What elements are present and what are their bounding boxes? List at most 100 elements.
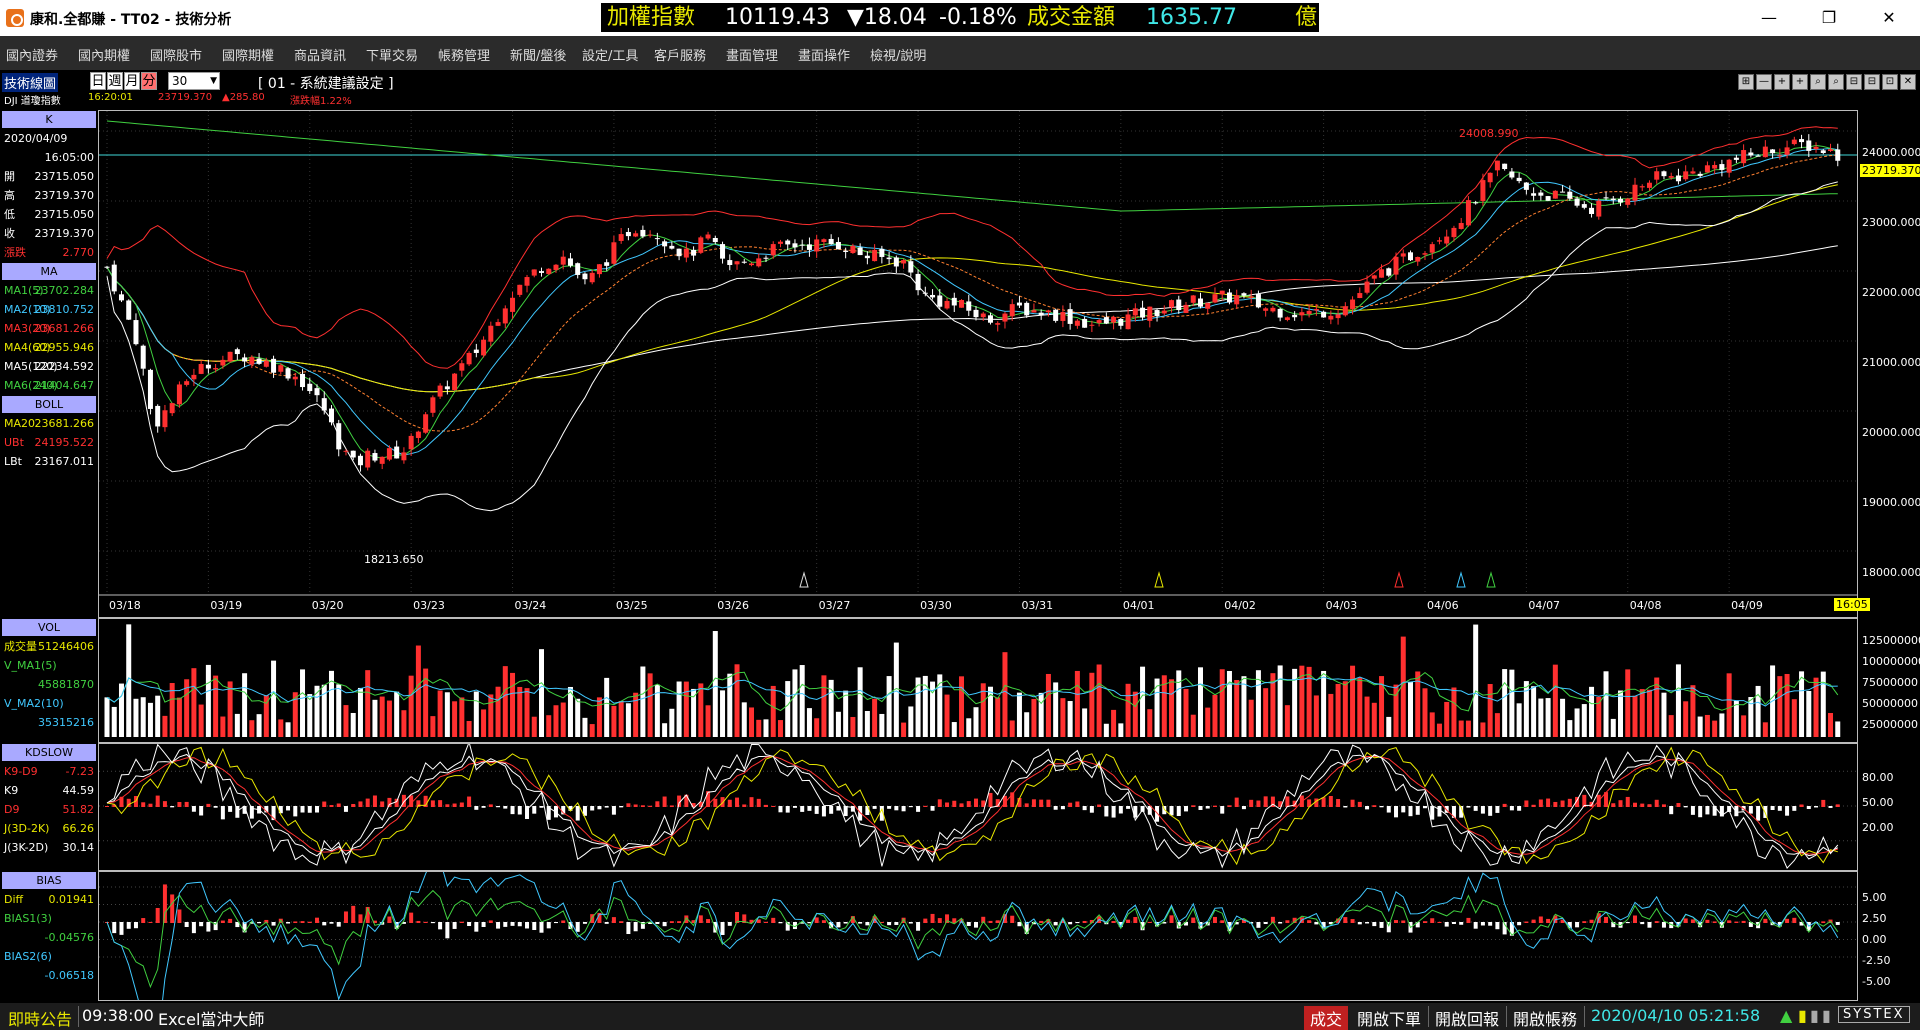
menu-product-info[interactable]: 商品資訊 — [294, 49, 347, 64]
kd-diff-bar — [1560, 800, 1565, 807]
candle-body — [1263, 308, 1269, 311]
close-button[interactable]: ✕ — [1882, 8, 1896, 27]
menu-accounts[interactable]: 帳務管理 — [438, 49, 491, 64]
add-tool-icon[interactable]: + — [1792, 74, 1808, 90]
bias-diff-bar — [1060, 919, 1065, 923]
volume-bar — [1197, 667, 1203, 737]
bias-header: BIAS — [2, 872, 96, 889]
kd-diff-bar — [1502, 803, 1507, 807]
price-panel[interactable]: 18213.650 24008.990 03/18 03/19 03/20 03/23 03… — [98, 110, 1858, 618]
menu-trading[interactable]: 下單交易 — [366, 49, 419, 64]
save-icon[interactable]: ⊟ — [1846, 74, 1862, 90]
bias-diff-bar — [365, 906, 370, 923]
bias-panel[interactable] — [98, 871, 1858, 1001]
minimize-button[interactable]: — — [1761, 8, 1777, 27]
close-chart-icon[interactable]: ✕ — [1900, 74, 1916, 90]
bias-diff-bar — [1712, 921, 1717, 923]
kd-diff-bar — [387, 797, 392, 807]
bias-label: BIAS2(6) — [4, 950, 52, 963]
bias-diff-bar — [865, 922, 870, 926]
boll-label: MA20 — [4, 417, 36, 430]
menu-view-help[interactable]: 檢視/說明 — [870, 49, 927, 64]
candle-body — [814, 239, 820, 252]
menu-news[interactable]: 新聞/盤後 — [510, 49, 567, 64]
kd-diff-bar — [155, 795, 160, 807]
volume-bar — [140, 697, 146, 737]
candle-body — [1089, 324, 1095, 326]
open-order-button[interactable]: 開啟下單 — [1357, 1010, 1422, 1029]
menu-intl-stocks[interactable]: 國際股市 — [150, 49, 203, 64]
bias-diff-bar — [1118, 922, 1123, 928]
kd-diff-bar — [1625, 796, 1630, 807]
bias-diff-bar — [1350, 919, 1355, 923]
window-icon[interactable]: ⊡ — [1882, 74, 1898, 90]
bias-diff-bar — [1473, 922, 1478, 929]
vol-label: V_MA2(10) — [4, 697, 64, 710]
zoom-out-icon[interactable]: ⌕ — [1828, 74, 1844, 90]
notice-text[interactable]: Excel當沖大師 — [158, 1010, 265, 1029]
bias-value: 0.01941 — [48, 893, 95, 906]
menu-intl-futures[interactable]: 國際期權 — [222, 49, 275, 64]
notice-label[interactable]: 即時公告 — [8, 1010, 73, 1029]
candle-body — [1458, 222, 1464, 229]
trade-button[interactable]: 成交 — [1304, 1006, 1349, 1030]
volume-bar — [510, 672, 516, 737]
period-month-button[interactable]: 月 — [124, 72, 140, 90]
period-week-button[interactable]: 週 — [107, 72, 123, 90]
interval-select[interactable]: 30 ▼ — [168, 72, 220, 90]
plus-tool-icon[interactable]: + — [1774, 74, 1790, 90]
candle-body — [517, 284, 523, 295]
bias-diff-bar — [1451, 922, 1456, 925]
zoom-in-icon[interactable]: ⌕ — [1810, 74, 1826, 90]
volume-bar — [567, 686, 573, 737]
layout-tool-icon[interactable]: ⊞ — [1738, 74, 1754, 90]
bias-diff-bar — [966, 922, 971, 926]
menu-settings[interactable]: 設定/工具 — [582, 49, 639, 64]
volume-bar — [271, 660, 277, 737]
bias-diff-bar — [177, 909, 182, 923]
date-label: 03/24 — [515, 599, 547, 612]
menu-screen-mgmt[interactable]: 畫面管理 — [726, 49, 779, 64]
ma20-line — [106, 154, 1838, 432]
kd-diff-bar — [1097, 804, 1102, 807]
maximize-button[interactable]: ❐ — [1821, 8, 1837, 27]
bias-diff-bar — [1669, 922, 1674, 929]
bias-diff-bar — [1075, 922, 1080, 924]
bias-diff-bar — [945, 914, 950, 923]
candle-body — [502, 308, 508, 324]
minus-tool-icon[interactable]: — — [1756, 74, 1772, 90]
bias-diff-bar — [300, 921, 305, 923]
kd-diff-bar — [995, 799, 1000, 807]
candle-body — [553, 264, 559, 270]
bias-diff-bar — [372, 920, 377, 923]
bias-diff-bar — [858, 922, 863, 924]
window-title: 康和.全都賺 - TT02 - 技術分析 — [30, 12, 232, 28]
menu-screen-ops[interactable]: 畫面操作 — [798, 49, 851, 64]
k-rows: 開 23715.050 高 23719.370 低 23715.050 收 23719.370… — [0, 167, 98, 262]
candle-body — [198, 363, 204, 374]
candle-body — [1806, 140, 1812, 151]
menu-service[interactable]: 客戶服務 — [654, 49, 707, 64]
volume-panel[interactable] — [98, 618, 1858, 743]
kd-diff-bar — [300, 806, 305, 813]
candle-body — [1618, 198, 1624, 203]
signal-bar2-icon: ▮ — [1810, 1006, 1819, 1025]
volume-bar — [1646, 689, 1652, 737]
candle-body — [1675, 175, 1681, 182]
open-report-button[interactable]: 開啟回報 — [1435, 1010, 1500, 1029]
kd-diff-bar — [691, 803, 696, 807]
bias-diff-bar — [1162, 922, 1167, 924]
quote-change-pct: 漲跌幅1.22% — [290, 96, 352, 107]
candle-body — [292, 376, 298, 380]
volume-bar — [1618, 690, 1624, 737]
open-account-button[interactable]: 開啟帳務 — [1513, 1010, 1578, 1029]
menu-domestic-securities[interactable]: 國內證券 — [6, 49, 59, 64]
kd-panel[interactable] — [98, 743, 1858, 871]
candle-body — [799, 244, 805, 246]
period-minute-button[interactable]: 分 — [141, 72, 157, 90]
bias-diff-bar — [611, 917, 616, 923]
signal-marker — [1456, 571, 1466, 588]
print-icon[interactable]: ⊟ — [1864, 74, 1880, 90]
period-day-button[interactable]: 日 — [90, 72, 106, 90]
menu-domestic-futures[interactable]: 國內期權 — [78, 49, 131, 64]
